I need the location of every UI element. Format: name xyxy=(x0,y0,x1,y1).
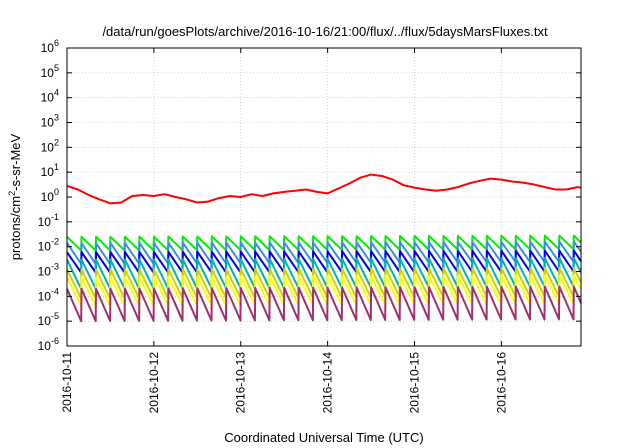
y-tick-label: 10-6 xyxy=(38,336,59,353)
y-tick-label: 10-5 xyxy=(38,311,59,328)
series-group xyxy=(66,173,582,323)
y-tick-label: 101 xyxy=(41,162,59,179)
y-tick-label: 106 xyxy=(41,38,59,55)
x-axis-label: Coordinated Universal Time (UTC) xyxy=(224,430,423,445)
series-line xyxy=(66,173,582,205)
y-tick-label: 103 xyxy=(41,113,59,130)
y-tick-label: 10-4 xyxy=(38,286,59,303)
y-tick-label: 10-2 xyxy=(38,237,59,254)
x-tick-label: 2016-10-15 xyxy=(407,352,421,414)
chart-title: /data/run/goesPlots/archive/2016-10-16/2… xyxy=(102,24,548,39)
y-tick-label: 105 xyxy=(41,63,59,80)
x-tick-label: 2016-10-11 xyxy=(60,352,74,413)
y-tick-label: 104 xyxy=(41,88,59,105)
y-axis-label: protons/cm2-s-sr-MeV xyxy=(7,133,23,260)
y-tick-label: 10-3 xyxy=(38,262,59,279)
axis-ticks: 10-6 10-5 10-4 10-3 10-2 10-1 100 101 102 103 104 1… xyxy=(38,38,581,413)
x-tick-label: 2016-10-13 xyxy=(234,352,248,414)
y-tick-label: 100 xyxy=(41,187,59,204)
y-tick-label: 10-1 xyxy=(38,212,59,229)
x-tick-label: 2016-10-14 xyxy=(321,352,335,414)
x-tick-label: 2016-10-12 xyxy=(147,352,161,414)
x-tick-label: 2016-10-16 xyxy=(494,352,508,414)
series-line xyxy=(66,285,582,323)
y-tick-label: 102 xyxy=(41,137,59,154)
